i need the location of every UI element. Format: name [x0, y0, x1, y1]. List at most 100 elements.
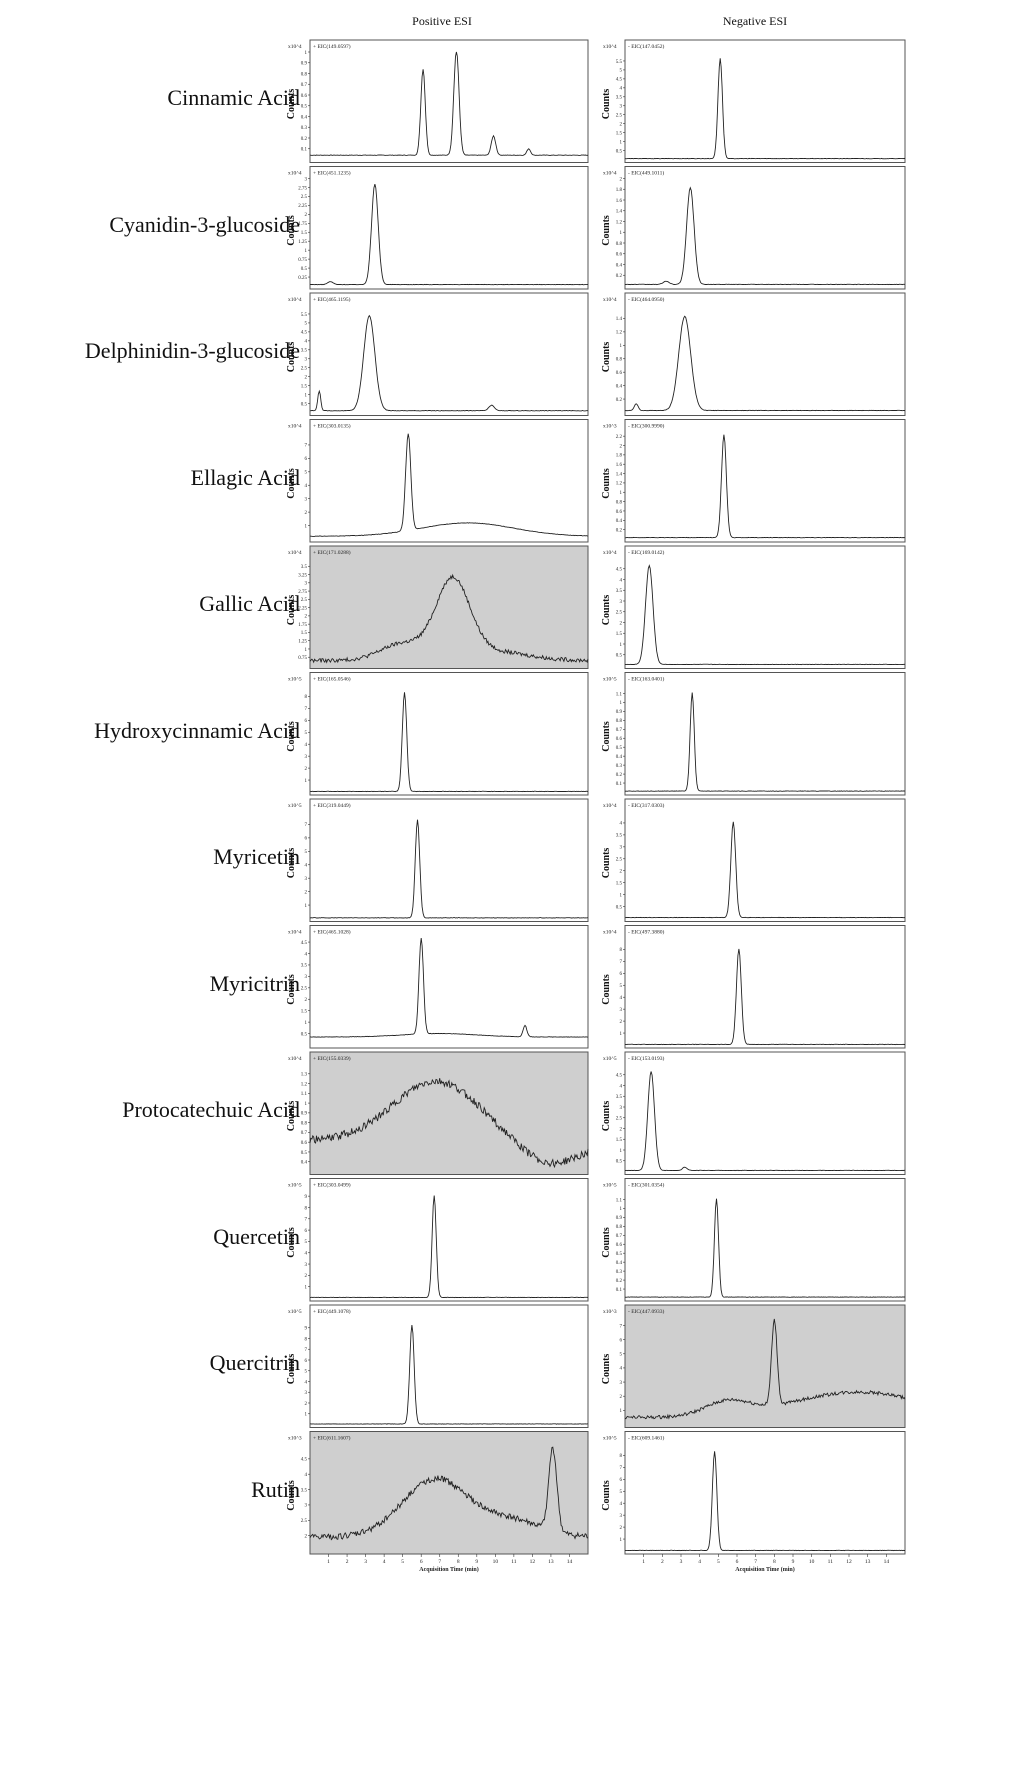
y-tick-label: 3 — [305, 1263, 308, 1268]
y-tick-label: 1 — [620, 643, 623, 648]
chromatogram-panel: - EIC(317.0303) x10^4 Counts 0.5 1 1.5 2 2.5 3 3.… — [601, 798, 906, 922]
y-axis-label: Counts — [286, 1227, 297, 1258]
chromatogram-trace — [310, 1195, 589, 1299]
eic-label: - EIC(300.9990) — [628, 423, 665, 430]
y-axis-label: Counts — [601, 342, 612, 373]
y-tick-label: 4.5 — [616, 1074, 623, 1079]
y-axis-label: Counts — [601, 595, 612, 626]
y-tick-label: 1.3 — [301, 1073, 308, 1078]
chromatogram-trace — [624, 564, 906, 666]
chromatogram-trace — [309, 1446, 589, 1541]
y-tick-label: 2 — [620, 122, 623, 127]
compound-label: Quercetin — [213, 1223, 300, 1249]
y-tick-label: 6 — [620, 1478, 623, 1483]
panel-frame — [624, 419, 906, 543]
y-axis-label: Counts — [286, 1354, 297, 1385]
chromatogram-trace — [309, 314, 589, 412]
scale-label: x10^4 — [288, 930, 302, 936]
y-tick-label: 4 — [620, 1367, 623, 1372]
x-tick-label: 3 — [680, 1559, 683, 1565]
x-tick-label: 12 — [846, 1559, 852, 1565]
y-tick-label: 5.5 — [616, 60, 623, 65]
y-tick-label: 1 — [620, 1538, 623, 1543]
y-tick-label: 0.9 — [301, 1112, 308, 1117]
x-tick-label: 4 — [383, 1559, 386, 1565]
y-tick-label: 1.5 — [301, 384, 308, 389]
y-tick-label: 5 — [305, 471, 308, 476]
x-tick-label: 10 — [493, 1559, 499, 1565]
y-tick-label: 0.4 — [616, 1261, 623, 1266]
y-axis-label: Counts — [601, 89, 612, 120]
eic-label: + EIC(303.0499) — [313, 1182, 351, 1189]
y-tick-label: 0.6 — [616, 1243, 623, 1248]
y-tick-label: 0.6 — [616, 510, 623, 515]
y-axis-label: Counts — [601, 215, 612, 246]
scale-label: x10^3 — [603, 1309, 617, 1315]
y-tick-label: 0.2 — [301, 137, 308, 142]
x-tick-label: 5 — [401, 1559, 404, 1565]
panel-frame — [309, 545, 589, 669]
x-tick-label: 9 — [792, 1559, 795, 1565]
y-tick-label: 0.5 — [616, 149, 623, 154]
y-tick-label: 2 — [305, 998, 308, 1003]
y-tick-label: 3 — [305, 877, 308, 882]
y-tick-label: 0.5 — [301, 105, 308, 110]
y-tick-label: 1.5 — [616, 881, 623, 886]
panel-frame — [624, 292, 906, 416]
y-tick-label: 0.6 — [301, 94, 308, 99]
x-tick-label: 6 — [736, 1559, 739, 1565]
y-axis-label: Counts — [601, 1354, 612, 1385]
y-tick-label: 1.8 — [616, 454, 623, 459]
y-tick-label: 1 — [305, 648, 308, 653]
y-tick-label: 3.5 — [301, 1488, 308, 1493]
y-tick-label: 0.75 — [298, 656, 307, 661]
y-tick-label: 1 — [620, 893, 623, 898]
y-tick-label: 2.75 — [298, 186, 307, 191]
x-tick-label: 2 — [346, 1559, 349, 1565]
y-tick-label: 0.5 — [616, 1160, 623, 1165]
chromatogram-panel: + EIC(465.1028) x10^4 Counts 0.5 1 1.5 2 2.5 3 3.… — [286, 925, 589, 1049]
chromatogram-trace — [624, 692, 906, 792]
y-tick-label: 0.8 — [616, 500, 623, 505]
y-axis-label: Counts — [601, 1227, 612, 1258]
eic-label: + EIC(149.0597) — [313, 43, 351, 50]
y-tick-label: 4 — [620, 822, 623, 827]
y-tick-label: 2.5 — [301, 987, 308, 992]
x-tick-label: 10 — [809, 1559, 815, 1565]
y-tick-label: 3 — [305, 975, 308, 980]
y-tick-label: 6 — [305, 719, 308, 724]
chromatogram-panel: + EIC(165.0546) x10^5 Counts 1 2 3 4 5 6 7 8 — [286, 672, 589, 796]
scale-label: x10^5 — [603, 1183, 617, 1189]
y-tick-label: 6 — [620, 972, 623, 977]
y-tick-label: 7 — [305, 444, 308, 449]
y-tick-label: 5 — [620, 69, 623, 74]
y-tick-label: 0.8 — [616, 358, 623, 363]
y-tick-label: 0.5 — [616, 905, 623, 910]
x-axis-label: Acquisition Time (min) — [735, 1566, 794, 1573]
y-tick-label: 1.8 — [616, 188, 623, 193]
eic-label: + EIC(303.0135) — [313, 423, 351, 430]
y-tick-label: 2 — [305, 767, 308, 772]
y-tick-label: 3 — [620, 105, 623, 110]
y-tick-label: 2.5 — [301, 598, 308, 603]
y-axis-label: Counts — [286, 342, 297, 373]
y-tick-label: 1.4 — [616, 317, 623, 322]
x-tick-label: 12 — [530, 1559, 536, 1565]
scale-label: x10^4 — [288, 1056, 302, 1062]
chromatogram-trace — [309, 1325, 589, 1425]
panel-frame — [309, 292, 589, 416]
y-tick-label: 0.4 — [301, 1161, 308, 1166]
panel-frame — [624, 672, 906, 796]
x-tick-label: 14 — [884, 1559, 890, 1565]
panel-frame — [309, 925, 589, 1049]
eic-label: - EIC(497.3880) — [628, 929, 665, 936]
y-tick-label: 1 — [620, 1207, 623, 1212]
y-tick-label: 5.5 — [301, 313, 308, 318]
y-tick-label: 1.5 — [616, 632, 623, 637]
y-tick-label: 4 — [305, 340, 308, 345]
y-tick-label: 3 — [305, 1504, 308, 1509]
scale-label: x10^5 — [603, 1056, 617, 1062]
y-tick-label: 0.7 — [301, 83, 308, 88]
y-tick-label: 3.5 — [616, 589, 623, 594]
scale-label: x10^4 — [288, 171, 302, 177]
